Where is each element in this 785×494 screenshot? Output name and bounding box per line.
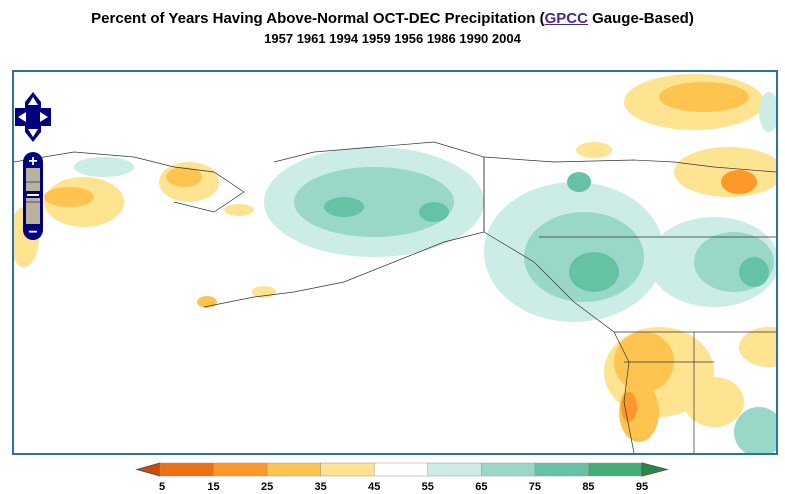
colorbar-tick-label: 25 <box>261 481 273 493</box>
map-title: Percent of Years Having Above-Normal OCT… <box>0 10 785 27</box>
colorbar-segment <box>427 462 482 477</box>
colorbar-segment <box>320 462 375 477</box>
colorbar-tick-label: 45 <box>368 481 380 493</box>
green-areas <box>74 92 776 453</box>
colorbar-arrow-high <box>641 462 669 477</box>
gpcc-link[interactable]: GPCC <box>544 10 588 27</box>
pan-down-icon[interactable] <box>28 129 38 137</box>
colorbar-segment <box>534 462 589 477</box>
map-navigation-control: + − <box>15 92 51 241</box>
map-panel[interactable] <box>12 70 778 455</box>
pan-control[interactable] <box>15 92 51 142</box>
colorbar-segment <box>588 462 643 477</box>
colorbar-segment <box>213 462 268 477</box>
colorbar-tick-label: 5 <box>159 481 165 493</box>
colorbar-tick-label: 65 <box>475 481 487 493</box>
colorbar-segment <box>159 462 214 477</box>
colorbar-tick-label: 75 <box>529 481 541 493</box>
colorbar-segment <box>481 462 536 477</box>
colorbar-tick-label: 15 <box>207 481 219 493</box>
colorbar-segment <box>266 462 321 477</box>
pan-left-icon[interactable] <box>18 112 26 122</box>
title-text-end: Gauge-Based) <box>587 10 694 27</box>
colorbar-tick-label: 35 <box>315 481 327 493</box>
orange-areas <box>14 74 776 442</box>
pan-up-icon[interactable] <box>28 97 38 105</box>
pan-right-icon[interactable] <box>40 112 48 122</box>
colorbar-segment <box>373 462 429 477</box>
colorbar-tick-label: 55 <box>422 481 434 493</box>
colorbar-tick-label: 85 <box>582 481 594 493</box>
precip-map[interactable] <box>14 72 776 453</box>
colorbar: 5 15 25 35 45 55 65 75 85 95 <box>135 462 669 493</box>
title-text: Percent of Years Having Above-Normal OCT… <box>91 10 545 27</box>
zoom-out-button[interactable]: − <box>28 224 37 241</box>
map-subtitle: 1957 1961 1994 1959 1956 1986 1990 2004 <box>264 31 521 46</box>
zoom-in-button[interactable]: + <box>28 153 37 170</box>
coastlines-borders <box>14 141 776 453</box>
colorbar-tick-label: 95 <box>636 481 648 493</box>
colorbar-arrow-low <box>135 462 161 477</box>
